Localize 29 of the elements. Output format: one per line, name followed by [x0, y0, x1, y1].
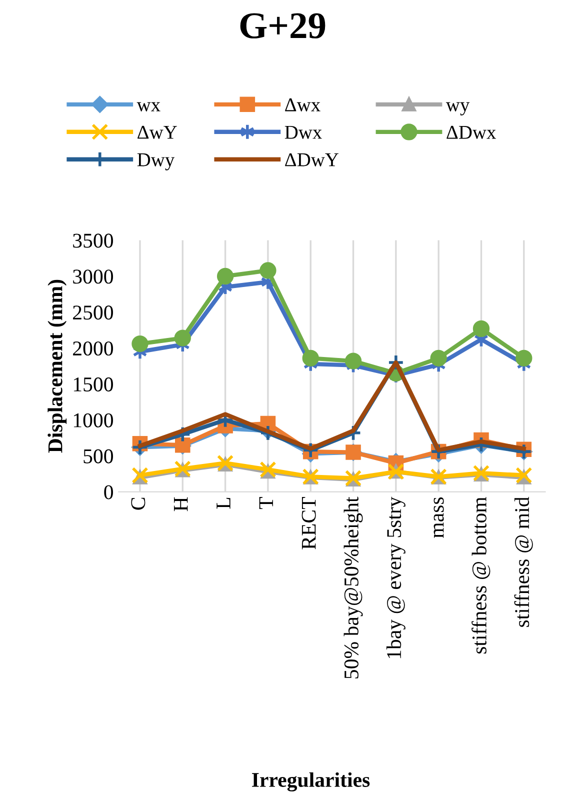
legend-label: ΔDwY [285, 153, 338, 166]
y-tick-label: 1000 [74, 413, 113, 428]
x-tick-label: 1bay @ every 5stry [386, 496, 406, 658]
x-tick-label: C [131, 498, 146, 510]
x-tick-label: L [216, 498, 230, 509]
legend-label: ΔDwx [446, 126, 496, 139]
y-tick-label: 2500 [73, 306, 113, 320]
y-tick-label: 2000 [73, 341, 113, 356]
x-tick-label: stiffness @ bottom [472, 497, 490, 654]
y-axis-title: Displacement (mm) [48, 280, 67, 453]
x-tick-label: 50% bay@50%height [344, 496, 363, 678]
chart-title: G+29 [240, 13, 326, 38]
x-tick-label: mass [434, 497, 444, 538]
legend-label: Δwx [285, 98, 320, 112]
y-tick-label: 0 [104, 485, 113, 500]
x-tick-label: T [259, 497, 273, 510]
x-tick-label: H [174, 497, 188, 512]
legend-label: Dwx [284, 126, 322, 139]
legend-label: wy [446, 102, 470, 116]
y-tick-label: 3500 [73, 234, 113, 248]
x-tick-label: stiffness @ mid [514, 496, 533, 627]
legend-label: wx [136, 102, 160, 112]
y-tick-label: 1500 [74, 377, 113, 392]
x-tick-label: RECT [302, 497, 316, 550]
y-tick-label: 500 [84, 449, 113, 464]
y-tick-label: 3000 [73, 270, 113, 284]
x-axis-title: Irregularities [252, 772, 370, 792]
legend-label: Dwy [137, 153, 175, 170]
legend-label: ΔwY [138, 126, 177, 139]
